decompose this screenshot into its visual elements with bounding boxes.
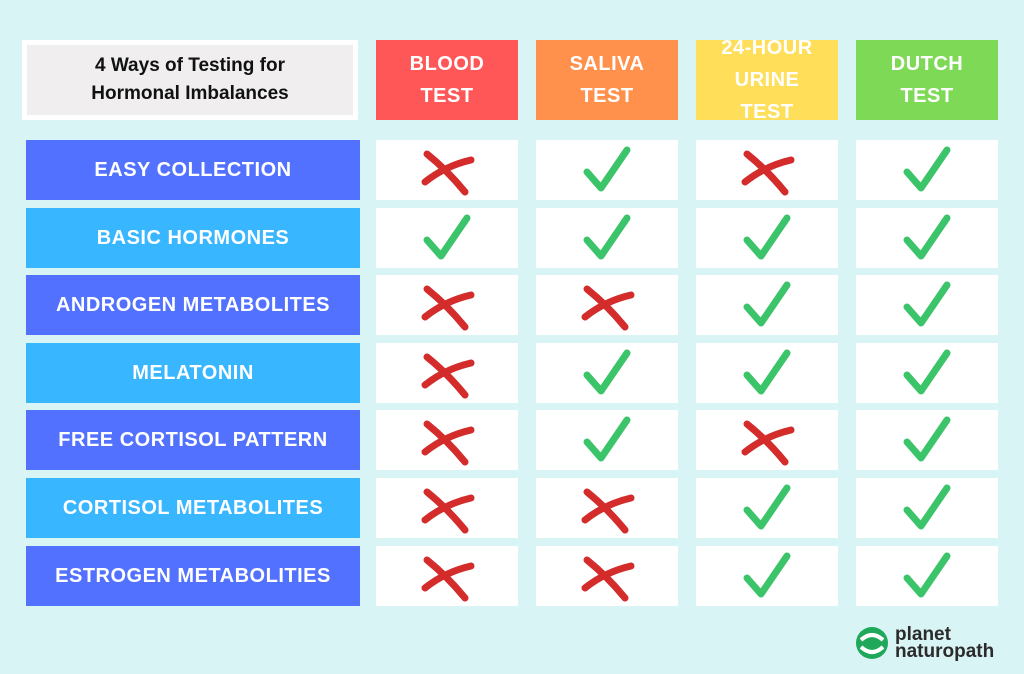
check-mark <box>903 416 951 462</box>
logo-text: naturopath <box>895 641 995 662</box>
cell <box>536 343 678 403</box>
check-mark <box>903 552 951 598</box>
check-mark <box>743 281 791 327</box>
check-mark <box>903 146 951 192</box>
logo-icon <box>856 627 888 659</box>
column-header: DUTCH TEST <box>856 40 998 120</box>
logo-text: planet <box>895 624 951 645</box>
cell <box>696 478 838 538</box>
cross-mark <box>421 285 475 331</box>
check-mark <box>583 416 631 462</box>
check-mark <box>903 349 951 395</box>
cell <box>696 410 838 470</box>
cell <box>536 478 678 538</box>
cell <box>536 140 678 200</box>
cell <box>856 275 998 335</box>
cell <box>856 208 998 268</box>
check-mark <box>903 281 951 327</box>
cell <box>536 410 678 470</box>
cell <box>696 343 838 403</box>
cell <box>856 410 998 470</box>
check-mark <box>903 214 951 260</box>
cell <box>376 546 518 606</box>
cell <box>696 546 838 606</box>
column-header: BLOOD TEST <box>376 40 518 120</box>
check-mark <box>423 214 471 260</box>
cell <box>376 410 518 470</box>
check-mark <box>743 349 791 395</box>
row-label: BASIC HORMONES <box>26 208 360 268</box>
check-mark <box>583 349 631 395</box>
row-label: MELATONIN <box>26 343 360 403</box>
cell <box>696 275 838 335</box>
cross-mark <box>421 150 475 196</box>
cross-mark <box>421 488 475 534</box>
cell <box>376 275 518 335</box>
cross-mark <box>581 556 635 602</box>
row-label: FREE CORTISOL PATTERN <box>26 410 360 470</box>
cell <box>856 343 998 403</box>
column-header: SALIVA TEST <box>536 40 678 120</box>
cell <box>696 208 838 268</box>
title: 4 Ways of Testing for Hormonal Imbalance… <box>22 40 358 120</box>
cross-mark <box>741 150 795 196</box>
column-header: 24-HOUR URINE TEST <box>696 37 838 123</box>
cell <box>856 546 998 606</box>
cell <box>376 478 518 538</box>
row-label: EASY COLLECTION <box>26 140 360 200</box>
cross-mark <box>421 420 475 466</box>
cell <box>536 208 678 268</box>
check-mark <box>583 146 631 192</box>
check-mark <box>743 552 791 598</box>
check-mark <box>903 484 951 530</box>
check-mark <box>743 484 791 530</box>
check-mark <box>743 214 791 260</box>
logo: planet naturopath <box>855 624 995 662</box>
cell <box>376 343 518 403</box>
row-label: ESTROGEN METABOLITIES <box>26 546 360 606</box>
cross-mark <box>581 488 635 534</box>
check-mark <box>583 214 631 260</box>
cell <box>536 275 678 335</box>
row-label: CORTISOL METABOLITES <box>26 478 360 538</box>
row-label: ANDROGEN METABOLITES <box>26 275 360 335</box>
cell <box>376 140 518 200</box>
cell <box>856 140 998 200</box>
cross-mark <box>421 353 475 399</box>
cell <box>696 140 838 200</box>
cell <box>376 208 518 268</box>
cross-mark <box>421 556 475 602</box>
cell <box>856 478 998 538</box>
cross-mark <box>741 420 795 466</box>
cross-mark <box>581 285 635 331</box>
cell <box>536 546 678 606</box>
